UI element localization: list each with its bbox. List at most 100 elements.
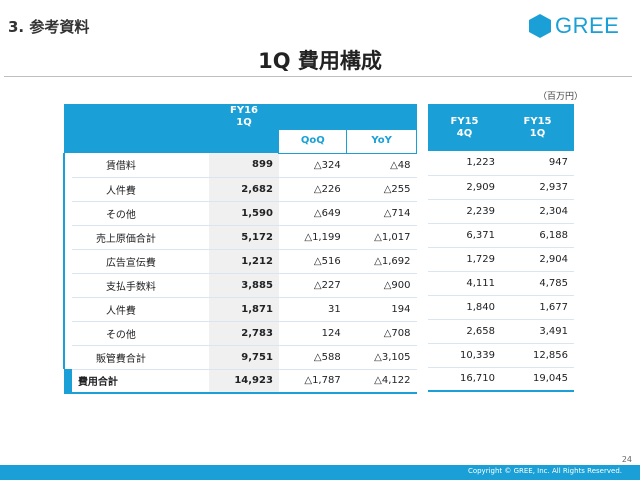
qoq-value: △227 bbox=[278, 273, 347, 298]
fy15-4q-header-line1: FY15 bbox=[450, 115, 479, 127]
fy15-1q-value: 12,856 bbox=[501, 343, 574, 368]
gree-logo: GREE bbox=[529, 13, 619, 39]
row-label: 支払手数料 bbox=[71, 273, 210, 298]
header-blank bbox=[64, 104, 210, 153]
table-row: 2,239 2,304 bbox=[428, 199, 574, 224]
copyright: Copyright © GREE, Inc. All Rights Reserv… bbox=[467, 467, 622, 475]
row-label: 人件費 bbox=[71, 297, 210, 322]
table-row: 16,710 19,045 bbox=[428, 367, 574, 392]
footer-bar bbox=[0, 465, 640, 480]
yoy-value: △1,692 bbox=[346, 249, 417, 274]
table-row: 人件費 2,682 △226 △255 bbox=[63, 177, 417, 202]
fy16-header-line1: FY16 bbox=[230, 104, 259, 116]
fy15-1q-value: 2,904 bbox=[501, 247, 574, 272]
row-indent-marker bbox=[63, 345, 72, 369]
table-row: 1,840 1,677 bbox=[428, 295, 574, 320]
qoq-value: 124 bbox=[278, 321, 347, 346]
row-label: 賃借料 bbox=[71, 153, 210, 178]
qoq-value: △588 bbox=[278, 345, 347, 370]
table-row: 2,909 2,937 bbox=[428, 175, 574, 200]
page-title: 1Q 費用構成 bbox=[258, 49, 382, 73]
hexagon-logo-icon bbox=[529, 14, 551, 38]
table-row: 売上原価合計 5,172 △1,199 △1,017 bbox=[63, 225, 417, 250]
yoy-value: △714 bbox=[346, 201, 417, 226]
fy15-4q-value: 2,239 bbox=[428, 199, 501, 224]
table-row: 賃借料 899 △324 △48 bbox=[63, 153, 417, 178]
fy15-4q-value: 1,840 bbox=[428, 295, 501, 320]
fy15-4q-header: FY15 4Q bbox=[428, 104, 501, 151]
row-indent-marker bbox=[63, 177, 72, 201]
yoy-value: △708 bbox=[346, 321, 417, 346]
table-row: その他 1,590 △649 △714 bbox=[63, 201, 417, 226]
table-row: 人件費 1,871 31 194 bbox=[63, 297, 417, 322]
section-title: 3. 参考資料 bbox=[8, 18, 90, 36]
qoq-value: △1,199 bbox=[278, 225, 347, 250]
fy16-value: 1,212 bbox=[209, 249, 279, 274]
table-row: 10,339 12,856 bbox=[428, 343, 574, 368]
yoy-header: YoY bbox=[346, 128, 417, 154]
fy16-value: 9,751 bbox=[209, 345, 279, 370]
table-row: 広告宣伝費 1,212 △516 △1,692 bbox=[63, 249, 417, 274]
table-row: 4,111 4,785 bbox=[428, 271, 574, 296]
row-indent-marker bbox=[63, 273, 72, 297]
table-row: 6,371 6,188 bbox=[428, 223, 574, 248]
page-number: 24 bbox=[621, 455, 632, 464]
row-indent-marker bbox=[64, 369, 72, 394]
row-label: その他 bbox=[71, 321, 210, 346]
row-label: 費用合計 bbox=[71, 369, 210, 394]
qoq-value: 31 bbox=[278, 297, 347, 322]
qoq-value: △649 bbox=[278, 201, 347, 226]
fy16-value: 899 bbox=[209, 153, 279, 178]
fy15-4q-value: 2,658 bbox=[428, 319, 501, 344]
header-blank-2 bbox=[278, 104, 417, 129]
yoy-value: △4,122 bbox=[346, 369, 417, 394]
fy15-1q-value: 4,785 bbox=[501, 271, 574, 296]
fy15-4q-value: 2,909 bbox=[428, 175, 501, 200]
qoq-value: △516 bbox=[278, 249, 347, 274]
fy15-1q-header-line2: 1Q bbox=[529, 127, 546, 139]
fy16-value: 1,871 bbox=[209, 297, 279, 322]
table-row: 支払手数料 3,885 △227 △900 bbox=[63, 273, 417, 298]
table-row: 費用合計 14,923 △1,787 △4,122 bbox=[64, 369, 417, 394]
unit-label: （百万円） bbox=[538, 92, 584, 102]
row-label: 売上原価合計 bbox=[71, 225, 210, 250]
fy15-4q-value: 4,111 bbox=[428, 271, 501, 296]
fy16-header: FY16 1Q bbox=[209, 104, 279, 129]
fy16-value: 14,923 bbox=[209, 369, 279, 394]
table-row: 2,658 3,491 bbox=[428, 319, 574, 344]
table-row: 販管費合計 9,751 △588 △3,105 bbox=[63, 345, 417, 370]
fy15-4q-value: 1,223 bbox=[428, 151, 501, 176]
title-divider bbox=[4, 76, 632, 77]
fy15-1q-header-line1: FY15 bbox=[523, 115, 552, 127]
row-label: 広告宣伝費 bbox=[71, 249, 210, 274]
yoy-value: △48 bbox=[346, 153, 417, 178]
table-row: その他 2,783 124 △708 bbox=[63, 321, 417, 346]
row-label: その他 bbox=[71, 201, 210, 226]
fy15-cost-table: FY15 4Q FY15 1Q 1,223 947 2,909 2,937 2,239 2… bbox=[428, 104, 574, 392]
row-label: 販管費合計 bbox=[71, 345, 210, 370]
qoq-value: △324 bbox=[278, 153, 347, 178]
row-indent-marker bbox=[63, 297, 72, 321]
fy15-1q-value: 1,677 bbox=[501, 295, 574, 320]
table-row: 1,223 947 bbox=[428, 151, 574, 176]
row-indent-marker bbox=[63, 153, 72, 177]
row-indent-marker bbox=[63, 225, 72, 249]
fy15-1q-value: 2,937 bbox=[501, 175, 574, 200]
fy15-1q-value: 6,188 bbox=[501, 223, 574, 248]
fy16-value: 2,682 bbox=[209, 177, 279, 202]
yoy-value: △900 bbox=[346, 273, 417, 298]
fy15-4q-value: 16,710 bbox=[428, 367, 501, 392]
row-indent-marker bbox=[63, 321, 72, 345]
fy16-value: 1,590 bbox=[209, 201, 279, 226]
fy15-1q-value: 19,045 bbox=[501, 367, 574, 392]
logo-text: GREE bbox=[555, 13, 620, 38]
qoq-header: QoQ bbox=[278, 128, 348, 154]
fy16-value: 5,172 bbox=[209, 225, 279, 250]
row-label: 人件費 bbox=[71, 177, 210, 202]
fy15-1q-header: FY15 1Q bbox=[501, 104, 574, 151]
yoy-value: △1,017 bbox=[346, 225, 417, 250]
row-indent-marker bbox=[63, 201, 72, 225]
yoy-value: △3,105 bbox=[346, 345, 417, 370]
row-indent-marker bbox=[63, 249, 72, 273]
table-row: 1,729 2,904 bbox=[428, 247, 574, 272]
